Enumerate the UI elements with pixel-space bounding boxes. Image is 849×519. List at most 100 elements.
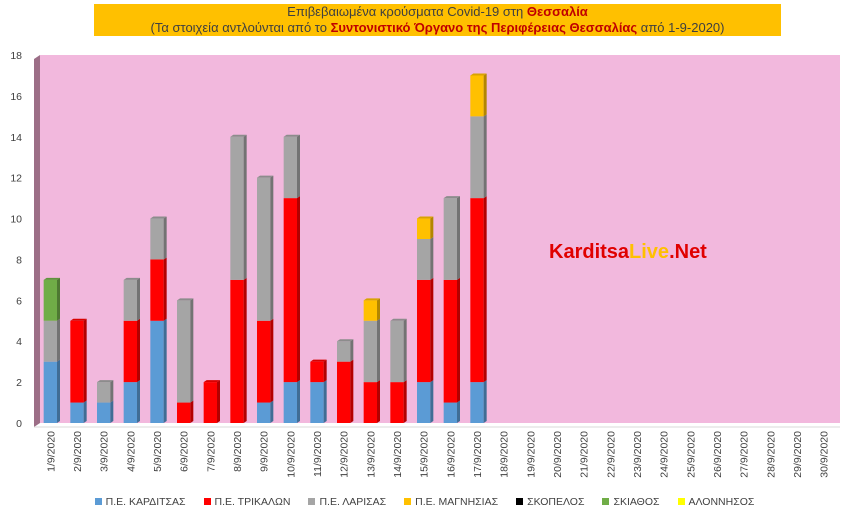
y-tick-label: 4 (16, 336, 22, 348)
bar-top-face (417, 216, 434, 219)
bar-segment (283, 198, 297, 383)
title-line2-bold: Συντονιστικό Όργανο της Περιφέρειας Θεσσ… (330, 20, 638, 35)
title-line2-suffix: από 1-9-2020) (637, 20, 725, 35)
bar-top-face (337, 339, 354, 342)
x-tick-label: 3/9/2020 (99, 431, 111, 472)
bar-segment (97, 382, 111, 403)
bar-segment (177, 402, 191, 423)
x-tick-label: 13/9/2020 (365, 431, 377, 478)
bar-segment-side (377, 298, 380, 321)
bar-segment (177, 300, 191, 403)
bar-segment-side (457, 400, 460, 423)
legend-swatch (308, 498, 316, 505)
bar-segment-side (403, 380, 407, 423)
bar-segment-side (377, 380, 380, 423)
bar-segment (470, 116, 484, 199)
bar-segment-side (457, 277, 460, 403)
bar-segment-side (163, 257, 167, 321)
legend-item: ΑΛΟΝΝΗΣΟΣ (677, 496, 754, 508)
bar-segment-side (323, 380, 327, 423)
bar-segment-side (430, 216, 434, 239)
bar-segment (123, 382, 137, 423)
bar-segment-side (350, 339, 354, 362)
bar-segment (230, 279, 244, 423)
legend-label: Π.Ε. ΚΑΡΔΙΤΣΑΣ (105, 496, 186, 508)
bar-top-face (310, 359, 327, 362)
bar-top-face (177, 298, 194, 301)
bar-segment-side (483, 114, 487, 199)
bar-segment (443, 198, 457, 280)
bar-segment (203, 382, 217, 423)
legend-item: Π.Ε. ΛΑΡΙΣΑΣ (308, 496, 386, 508)
bar-segment (417, 279, 431, 383)
bar-segment (390, 382, 404, 423)
x-tick-label: 18/9/2020 (499, 431, 511, 478)
bar-segment-side (137, 380, 140, 423)
y-tick-label: 6 (16, 295, 22, 307)
x-tick-label: 29/9/2020 (792, 431, 804, 478)
legend-swatch (602, 498, 610, 505)
bar-segment-side (297, 134, 300, 199)
bar-segment (363, 320, 377, 383)
bar-segment (470, 382, 484, 423)
bar-segment-side (483, 73, 487, 117)
x-tick-label: 19/9/2020 (525, 431, 537, 478)
bar-segment-side (57, 277, 60, 321)
y-tick-label: 18 (10, 50, 22, 62)
bar-segment (257, 402, 271, 423)
bar-segment (230, 136, 244, 280)
bar-top-face (150, 216, 167, 219)
bar-segment-side (243, 277, 247, 423)
bar-segment (417, 218, 431, 239)
bar-top-face (70, 318, 87, 321)
x-tick-label: 27/9/2020 (739, 431, 751, 478)
x-tick-label: 30/9/2020 (819, 431, 831, 478)
bar-segment-side (483, 196, 487, 383)
bar-segment (257, 320, 271, 403)
x-tick-label: 21/9/2020 (579, 431, 591, 478)
x-tick-label: 12/9/2020 (339, 431, 351, 478)
title-line1-text: Επιβεβαιωμένα κρούσματα Covid-19 στη (287, 4, 527, 19)
x-tick-label: 28/9/2020 (765, 431, 777, 478)
y-tick-label: 10 (10, 214, 22, 226)
bar-segment (150, 320, 164, 423)
bar-segment (97, 402, 111, 423)
chart-title-line1: Επιβεβαιωμένα κρούσματα Covid-19 στη Θεσ… (94, 4, 781, 20)
legend-swatch (404, 498, 412, 505)
bar-segment (150, 259, 164, 321)
y-tick-label: 0 (16, 418, 22, 430)
x-tick-label: 1/9/2020 (45, 431, 57, 472)
title-line2-text: (Τα στοιχεία αντλούνται από το (150, 20, 331, 35)
bar-segment (337, 341, 351, 362)
x-tick-label: 15/9/2020 (419, 431, 431, 478)
x-tick-label: 26/9/2020 (712, 431, 724, 478)
bar-segment-side (83, 318, 87, 403)
bar-segment-side (377, 318, 380, 383)
watermark-part1: Karditsa (549, 241, 630, 263)
bar-segment (43, 320, 57, 362)
legend-swatch (94, 498, 102, 505)
bar-segment-side (270, 400, 274, 423)
x-tick-label: 4/9/2020 (125, 431, 137, 472)
bar-segment-side (350, 359, 354, 423)
legend-item: Π.Ε. ΤΡΙΚΑΛΩΝ (203, 496, 290, 508)
bar-segment (283, 136, 297, 199)
bar-segment (257, 177, 271, 321)
bar-segment (310, 382, 324, 423)
legend-swatch (203, 498, 211, 505)
bar-segment-side (190, 298, 194, 403)
legend-label: ΣΚΙΑΘΟΣ (613, 496, 660, 508)
y-tick-label: 12 (10, 173, 22, 185)
bar-segment (43, 279, 57, 321)
x-tick-label: 9/9/2020 (259, 431, 271, 472)
y-tick-label: 8 (16, 254, 22, 266)
bar-segment (417, 382, 431, 423)
bar-top-face (203, 380, 220, 383)
bar-segment (363, 382, 377, 423)
x-tick-label: 14/9/2020 (392, 431, 404, 478)
y-tick-label: 14 (10, 132, 22, 144)
bar-top-face (230, 134, 247, 137)
bar-segment-side (110, 380, 114, 403)
x-tick-label: 17/9/2020 (472, 431, 484, 478)
legend-label: Π.Ε. ΛΑΡΙΣΑΣ (319, 496, 387, 508)
